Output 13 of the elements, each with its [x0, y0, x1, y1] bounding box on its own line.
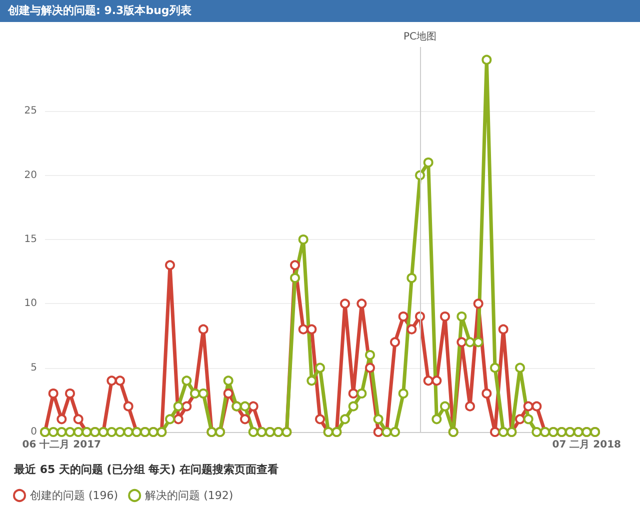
x-tick-label: 07 二月 2018 — [552, 440, 622, 450]
y-tick-label: 10 — [24, 298, 37, 310]
y-tick-label: 5 — [30, 362, 37, 374]
y-tick-label: 0 — [30, 426, 37, 438]
ref-line-label: PC地图 — [403, 30, 437, 42]
legend-label: 创建的问题 (196) — [30, 489, 118, 502]
legend-label: 解决的问题 (192) — [145, 489, 234, 502]
y-tick-label: 20 — [24, 170, 37, 181]
x-tick-label: 06 十二月 2017 — [22, 438, 102, 450]
y-tick-label: 15 — [24, 234, 37, 245]
chart-title: 创建与解决的问题: 9.3版本bug列表 — [0, 0, 640, 22]
y-tick-label: 25 — [24, 106, 37, 117]
text: 最近 65 天的问题 (已分组 每天) 在问题搜索页面查看 — [13, 463, 279, 476]
